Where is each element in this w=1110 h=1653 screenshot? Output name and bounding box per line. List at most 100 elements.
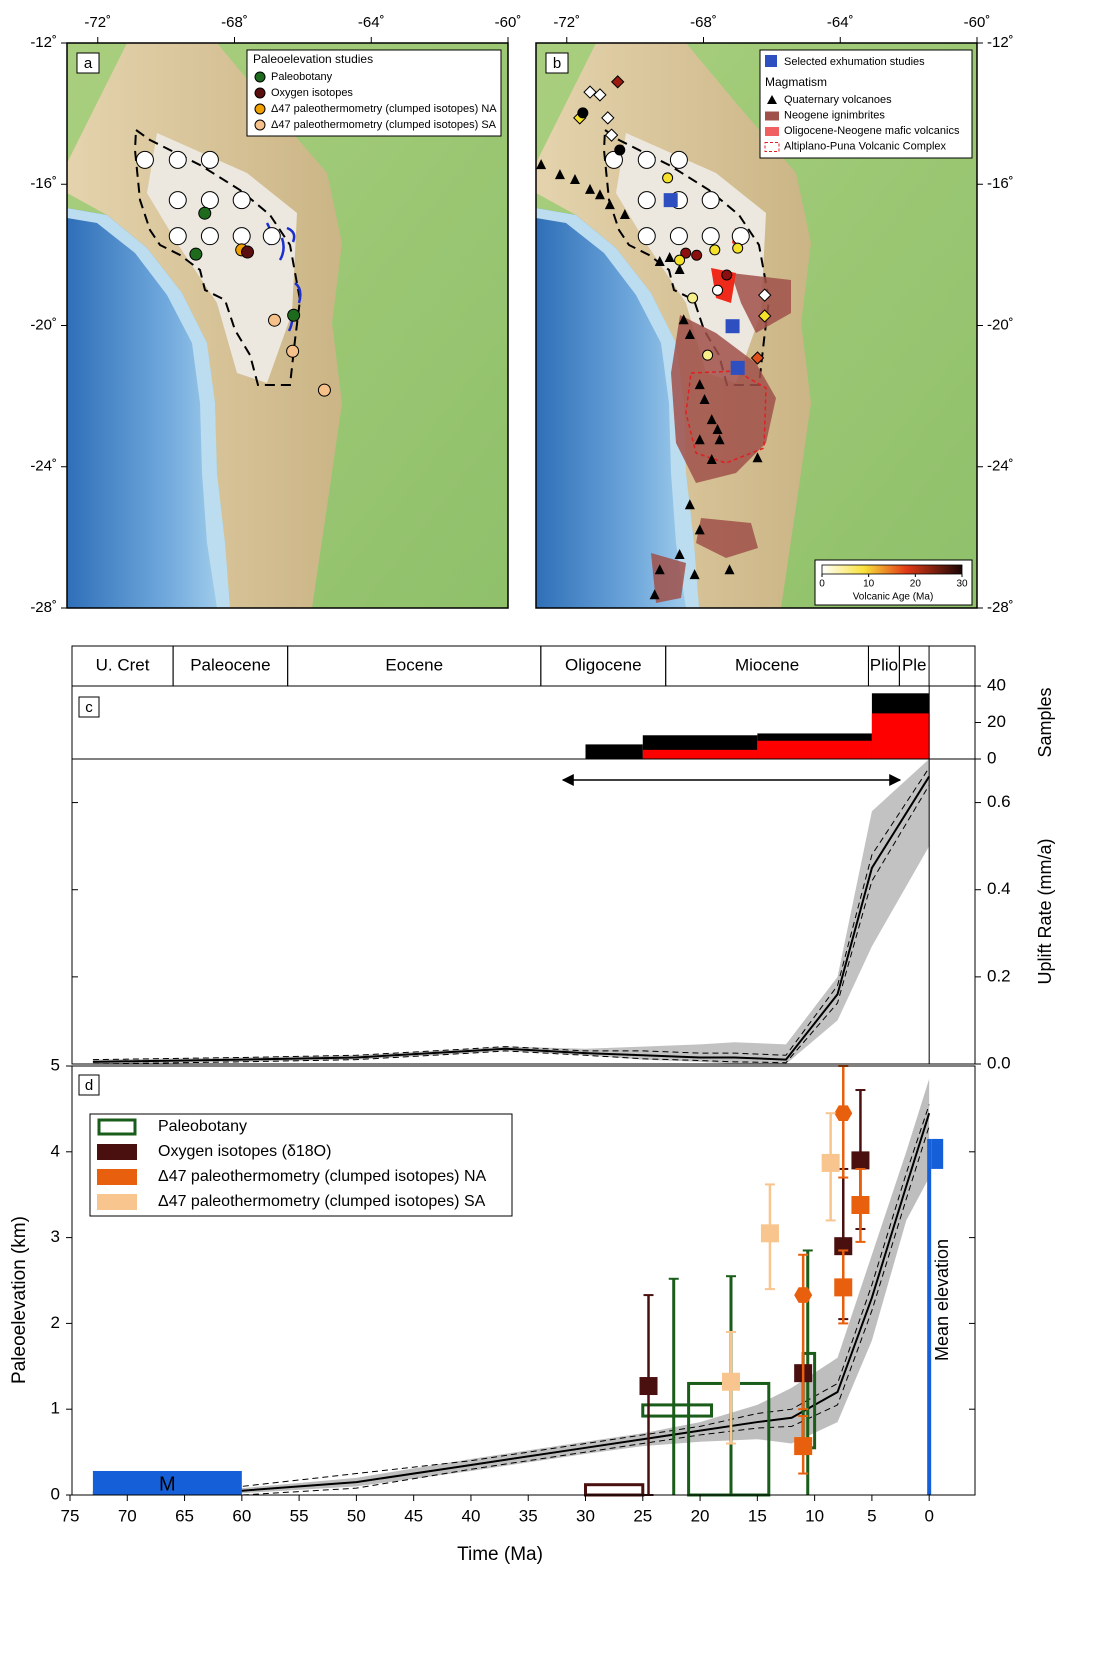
epoch-label: Paleocene (190, 655, 270, 674)
panel-label-box (545, 52, 569, 74)
study-point (287, 308, 301, 322)
volcano (694, 434, 705, 445)
x-tick-label: 40 (461, 1506, 480, 1525)
volcano (678, 314, 689, 325)
volcano (654, 564, 665, 575)
legend-label: Neogene ignimbrites (784, 109, 885, 121)
map-legend (246, 49, 502, 137)
volcano (585, 183, 596, 194)
panel-label: b (553, 55, 561, 72)
x-tick-label: 55 (290, 1506, 309, 1525)
magmatic-point (583, 85, 597, 99)
legend-box (89, 1113, 513, 1217)
magmatic-point (610, 75, 625, 89)
volcano (684, 499, 695, 510)
histogram-bar (871, 713, 930, 759)
study-point (241, 245, 255, 259)
histogram-bar (757, 740, 872, 759)
map-x-tick-label: -72˚ (553, 14, 580, 31)
volcano (536, 159, 547, 170)
y-tick-label: 3 (51, 1227, 60, 1246)
map-y-tick-label: -28˚ (987, 599, 1014, 616)
legend-label: Paleobotany (158, 1118, 247, 1135)
legend-label: Quaternary volcanoes (784, 94, 892, 106)
x-tick-label: 5 (867, 1506, 876, 1525)
map-y-tick-label: -20˚ (30, 316, 57, 333)
legend-label: Δ47 paleothermometry (clumped isotopes) … (158, 1168, 486, 1185)
x-tick-label: 45 (404, 1506, 423, 1525)
map-y-tick-label: -16˚ (987, 175, 1014, 192)
legend-label: Oligocene-Neogene mafic volcanics (784, 125, 960, 137)
y-tick-label: 0.6 (987, 792, 1011, 811)
data-point (721, 1372, 740, 1391)
y-tick-label: 0.2 (987, 966, 1011, 985)
legend-marker (97, 1169, 137, 1185)
legend-label: Paleobotany (271, 71, 333, 83)
data-point (639, 1377, 658, 1396)
volcano (712, 424, 723, 435)
bound-line (92, 767, 930, 1061)
legend-title: Magmatism (765, 75, 827, 89)
volcano (724, 564, 735, 575)
colorbar-label: Volcanic Age (Ma) (853, 592, 934, 603)
magmatic-point (680, 247, 692, 259)
map-y-tick-label: -28˚ (30, 599, 57, 616)
x-tick-label: 10 (805, 1506, 824, 1525)
mean-elevation-bar (927, 1138, 932, 1495)
panel-label-box (78, 1074, 100, 1096)
study-site (669, 150, 688, 169)
volcano (664, 252, 675, 263)
volcano (569, 174, 580, 185)
colorbar-tick-label: 0 (819, 579, 825, 590)
map-y-tick-label: -12˚ (30, 34, 57, 51)
colorbar-tick-label: 20 (910, 579, 922, 590)
volcano (706, 454, 717, 465)
x-tick-label: 20 (691, 1506, 710, 1525)
map-y-tick-label: -24˚ (30, 458, 57, 475)
range-box (641, 1403, 714, 1418)
legend-marker (254, 71, 266, 83)
map-y-tick-label: -24˚ (987, 458, 1014, 475)
study-site (637, 227, 656, 246)
map-y-tick-label: -12˚ (987, 34, 1014, 51)
volcano (594, 189, 605, 200)
exhumation-study (725, 319, 740, 334)
map-x-tick-label: -60˚ (964, 14, 991, 31)
x-tick-label: 35 (519, 1506, 538, 1525)
magmatic-point (712, 284, 724, 296)
bound-line (92, 1104, 930, 1493)
volcano (684, 329, 695, 340)
magmatic-point (757, 309, 772, 323)
study-site (168, 227, 187, 246)
legend-marker (767, 95, 777, 104)
study-point (317, 383, 331, 397)
y-tick-label: 20 (987, 712, 1006, 731)
magmatic-point (577, 107, 589, 119)
epoch-label: Plio (870, 655, 898, 674)
map-x-tick-label: -68˚ (221, 14, 248, 31)
study-site (637, 150, 656, 169)
y-tick-label: 5 (51, 1055, 60, 1074)
legend-marker (97, 1194, 137, 1210)
volcano (694, 379, 705, 390)
elevation-line (92, 1112, 931, 1495)
map-x-tick-label: -72˚ (84, 14, 111, 31)
range-box (584, 1483, 645, 1497)
volcano (714, 434, 725, 445)
legend-label: Oxygen isotopes (δ18O) (158, 1143, 331, 1160)
volcano (699, 394, 710, 405)
x-tick-label: 70 (118, 1506, 137, 1525)
colorbar-tick-label: 10 (863, 579, 875, 590)
colorbar (821, 564, 963, 575)
legend-label: Selected exhumation studies (784, 56, 925, 68)
histogram-bar (642, 749, 758, 759)
volcano (706, 414, 717, 425)
data-point (794, 1287, 813, 1303)
legend-label: Δ47 paleothermometry (clumped isotopes) … (271, 119, 497, 131)
legend-label: Oxygen isotopes (271, 87, 353, 99)
study-point (268, 313, 282, 327)
study-site (637, 191, 656, 210)
x-tick-label: 75 (61, 1506, 80, 1525)
legend-marker (254, 103, 266, 115)
histogram-bar (585, 744, 643, 759)
